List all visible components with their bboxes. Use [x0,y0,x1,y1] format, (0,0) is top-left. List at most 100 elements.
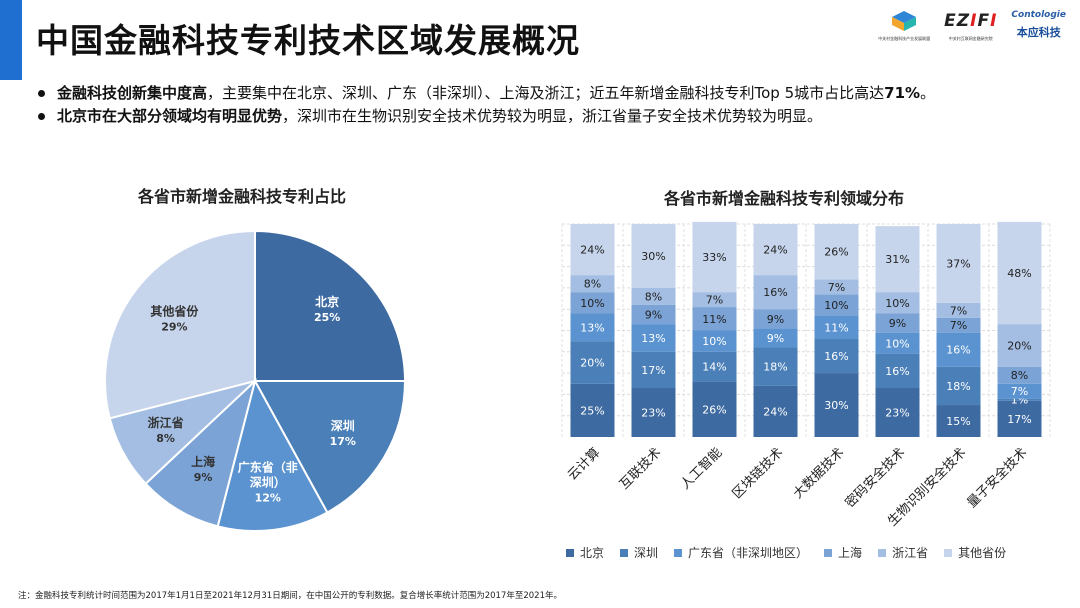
bar-segment [753,275,798,310]
bar-value-label: 7% [950,319,967,332]
bar-value-label: 17% [641,364,665,377]
x-tick-label: 大数据技术 [791,445,848,502]
bar-value-label: 7% [706,294,723,307]
bar-value-label: 8% [584,278,601,291]
bar-value-label: 15% [946,415,970,428]
benying-logo: Contologie 本应科技 [1011,10,1066,40]
pie-slice-value: 12% [255,492,281,505]
bar-segment [692,221,737,293]
x-tick-label: 云计算 [565,445,603,483]
bar-segment [814,294,859,316]
bar-value-label: 16% [946,344,970,357]
bar-value-label: 9% [767,313,784,326]
bar-value-label: 11% [824,321,848,334]
bar-segment [692,292,737,308]
bar-value-label: 7% [828,281,845,294]
ezifi-logo: EZIFI 中关村互联网金融研究院 [944,10,997,42]
bullet-bold-text: 金融科技创新集中度高 [57,84,208,102]
x-tick-label: 区块链技术 [730,445,787,502]
bar-segment [631,304,676,325]
bullet-bold-text: 北京市在大部分领域均有明显优势 [57,107,283,125]
bar-segment [753,224,798,276]
legend-item: 广东省（非深圳地区） [674,544,808,561]
summary-bullets: 金融科技创新集中度高 ，主要集中在北京、深圳、广东（非深圳）、上海及浙江；近五年新… [38,82,935,128]
bar-segment [631,224,676,288]
bar-segment [936,332,981,367]
bar-segment [631,287,676,305]
bar-segment [570,313,615,342]
bar-value-label: 9% [645,309,662,322]
pie-slice-value: 9% [194,471,213,484]
legend-item: 浙江省 [878,544,928,561]
legend-item: 上海 [824,544,862,561]
pie-slice-label: 深圳 [331,418,355,433]
bar-segment [814,315,859,340]
bar-value-label: 14% [702,361,726,374]
bar-value-label: 31% [885,253,909,266]
bar-value-label: 10% [885,297,909,310]
x-tick-label: 人工智能 [678,445,725,492]
legend-item: 深圳 [620,544,658,561]
pie-slice-label: 北京 [315,294,339,309]
bar-segment [997,398,1042,401]
benying-mark: Contologie [1011,10,1066,20]
bar-value-label: 26% [702,403,726,416]
pie-slice-3 [144,377,257,528]
bar-segment [692,307,737,331]
bar-value-label: 24% [763,405,787,418]
legend-swatch-icon [944,548,953,557]
legend-item: 北京 [566,544,604,561]
bar-segment [570,341,615,384]
bar-value-label: 16% [763,286,787,299]
legend-label: 深圳 [634,546,659,560]
legend-label: 其他省份 [958,546,1007,560]
bar-chart-legend: 北京 深圳 广东省（非深圳地区） 上海 浙江省 其他省份 [566,544,1006,561]
page-title: 中国金融科技专利技术区域发展概况 [36,21,580,60]
bullet-dot-icon [38,90,45,97]
pie-slice-value: 25% [314,311,340,324]
bar-value-label: 9% [889,317,906,330]
bar-value-label: 16% [885,365,909,378]
benying-label: 本应科技 [1016,26,1061,39]
bar-segment [875,388,920,437]
bar-segment [997,366,1042,384]
bar-value-label: 10% [885,337,909,350]
bar-value-label: 48% [1007,267,1031,280]
bar-value-label: 17% [1007,413,1031,426]
bar-value-label: 8% [645,290,662,303]
x-tick-label: 量子安全技术 [964,445,1030,511]
bar-segment [936,405,981,437]
pie-slice-5 [104,229,256,420]
bar-value-label: 26% [824,246,848,259]
bar-value-label: 10% [580,297,604,310]
bar-value-label: 7% [950,304,967,317]
bullet-tail: 。 [920,84,936,102]
bar-value-label: 7% [1011,385,1028,398]
bar-segment [875,226,920,293]
bar-value-label: 23% [641,407,665,420]
legend-label: 上海 [838,546,863,560]
pie-slice-value: 8% [156,432,175,445]
pie-slice-value: 29% [161,320,187,333]
bar-segment [692,351,737,382]
footnote: 注：金融科技专利统计时间范围为2017年1月1日至2021年12月31日期间，在… [18,591,562,601]
bar-segment [936,317,981,333]
pie-chart-title: 各省市新增金融科技专利占比 [138,187,347,206]
logo-group: 中关村金融科技产业发展联盟 EZIFI 中关村互联网金融研究院 Contolog… [878,10,1066,42]
bar-segment [570,224,615,276]
bar-chart-title: 各省市新增金融科技专利领域分布 [664,189,905,208]
bar-value-label: 33% [702,251,726,264]
bar-value-label: 13% [580,321,604,334]
pie-slice-0 [254,229,407,382]
bar-segment [814,279,859,295]
bar-segment [814,224,859,280]
bar-value-label: 30% [824,399,848,412]
legend-swatch-icon [878,548,887,557]
bar-segment [875,353,920,389]
legend-item: 其他省份 [944,544,1006,561]
cube-logo-icon [892,11,917,31]
bar-value-label: 18% [946,380,970,393]
bar-segment [631,324,676,352]
